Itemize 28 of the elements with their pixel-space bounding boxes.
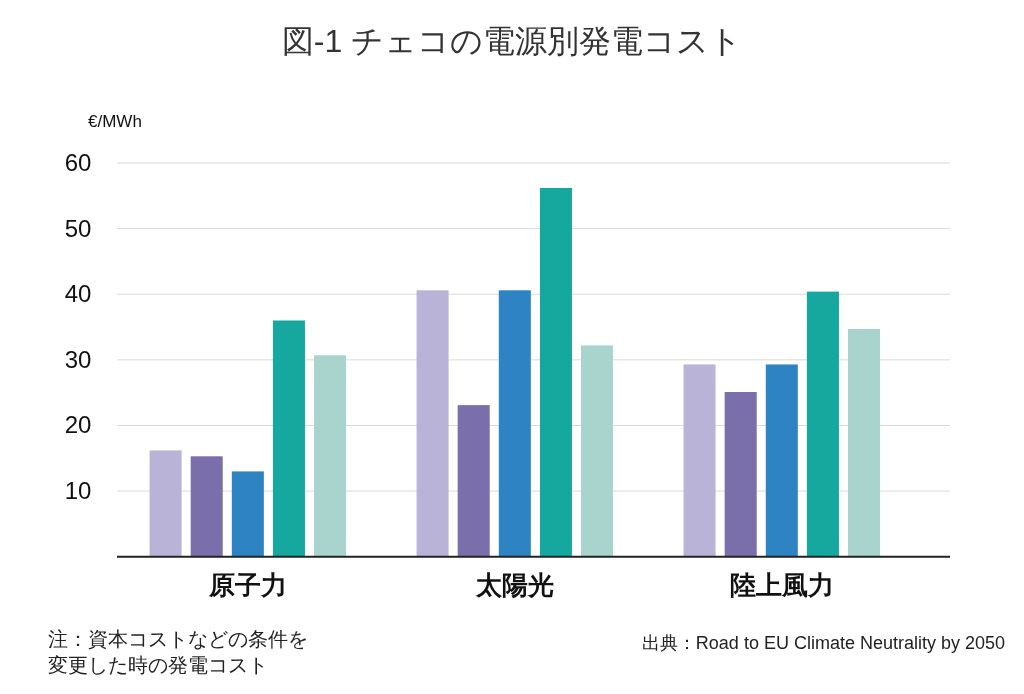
y-tick-label: 40 — [64, 280, 92, 308]
bar — [539, 187, 572, 557]
bar — [231, 471, 264, 557]
y-tick-label: 50 — [64, 214, 92, 242]
x-tick-label: 陸上風力 — [729, 570, 834, 600]
bar — [457, 405, 490, 557]
bar — [848, 329, 881, 557]
y-tick-label: 30 — [64, 345, 92, 373]
bar — [724, 392, 757, 557]
y-tick-label: 20 — [64, 411, 92, 439]
bar — [314, 355, 347, 557]
bar — [683, 364, 716, 557]
bar — [581, 345, 614, 557]
bar — [149, 450, 182, 557]
text: 注：資本コストなどの条件を変更した時の発電コスト — [48, 627, 309, 678]
bar — [416, 290, 449, 557]
bar — [272, 320, 305, 557]
bar — [765, 364, 798, 557]
x-tick-label: 太陽光 — [474, 570, 554, 600]
bar — [806, 291, 839, 557]
source-note: 出典：Road to EU Climate Neutrality by 2050 — [641, 632, 1005, 655]
bar — [498, 290, 531, 557]
y-tick-label: 60 — [64, 149, 92, 176]
chart-title: 図-1 チェコの電源別発電コスト — [281, 23, 743, 59]
x-tick-label: 原子力 — [207, 570, 287, 600]
bar — [190, 456, 223, 557]
y-tick-label: 10 — [64, 477, 92, 505]
y-axis-title: €/MWh — [88, 112, 142, 131]
